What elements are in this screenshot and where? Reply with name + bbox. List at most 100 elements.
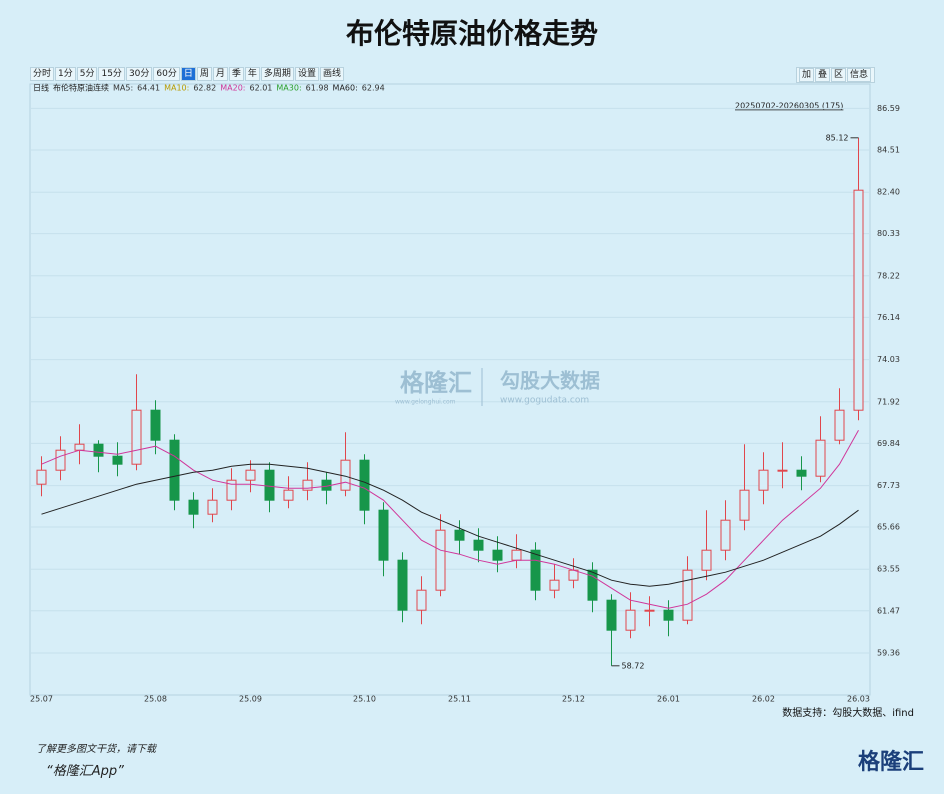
y-tick-label: 69.84 (877, 439, 900, 448)
y-tick-label: 65.66 (877, 523, 900, 532)
y-tick-label: 67.73 (877, 481, 900, 490)
y-tick-label: 80.33 (877, 229, 900, 238)
ma-legend-value: 64.41 (137, 84, 160, 93)
candle-body (625, 609, 636, 631)
toolbar-button[interactable]: 1分 (55, 67, 76, 81)
ma-legend-name: MA30: (276, 84, 301, 93)
candle-body (93, 443, 104, 457)
candle-body (720, 519, 731, 551)
ma-legend-name: MA20: (220, 84, 245, 93)
candle-body (796, 469, 807, 477)
x-tick-label: 25.11 (448, 695, 471, 704)
candle-body (131, 409, 142, 465)
source-note: 数据支持：勾股大数据、ifind (782, 706, 914, 719)
candle-body (682, 569, 693, 621)
toolbar-right: 加叠区信息 (795, 67, 875, 83)
candle-body (473, 539, 484, 551)
toolbar-button[interactable]: 日 (180, 67, 196, 81)
y-tick-label: 82.40 (877, 188, 900, 197)
candle-body (302, 479, 313, 491)
toolbar-button[interactable]: 分时 (30, 67, 55, 81)
candle-body (188, 499, 199, 515)
y-tick-label: 63.55 (877, 565, 900, 574)
logo: 格隆汇 (857, 750, 924, 775)
candle-body (777, 469, 788, 472)
toolbar-button[interactable]: 加 (798, 68, 814, 82)
x-tick-label: 25.09 (239, 695, 262, 704)
candle-body (359, 459, 370, 511)
candle-body (492, 549, 503, 561)
candle-body (587, 569, 598, 601)
ma-legend-value: 62.94 (362, 84, 385, 93)
x-tick-label: 26.02 (752, 695, 775, 704)
candle-body (55, 449, 66, 471)
y-tick-label: 78.22 (877, 271, 900, 280)
toolbar-button[interactable]: 季 (228, 67, 244, 81)
x-tick-label: 25.12 (562, 695, 585, 704)
y-tick-label: 59.36 (877, 649, 900, 658)
ma-legend-name: MA10: (164, 84, 189, 93)
ma-legend-name: MA5: (113, 84, 133, 93)
annotation-label: 58.72 (622, 661, 645, 670)
candle-body (112, 455, 123, 465)
toolbar-button[interactable]: 5分 (76, 67, 98, 81)
candle-body (435, 529, 446, 591)
range-label: 20250702-20260305 (175) (735, 102, 843, 111)
candle-body (245, 469, 256, 481)
ma-line (41, 463, 859, 587)
instrument-name: 布伦特原油连续 (53, 83, 109, 93)
toolbar-button[interactable]: 15分 (98, 67, 125, 81)
toolbar: 分时 1分 5分 15分 30分 60分日周月季年多周期 设置 画线 加叠区信息 (30, 67, 876, 83)
y-tick-label: 74.03 (877, 355, 900, 364)
candle-body (416, 589, 427, 611)
toolbar-button[interactable]: 叠 (814, 68, 830, 82)
candle-body (378, 509, 389, 561)
toolbar-button[interactable]: 60分 (153, 67, 180, 81)
plot-frame (29, 83, 871, 696)
toolbar-button[interactable]: 画线 (319, 67, 344, 81)
candle-body (397, 559, 408, 611)
y-tick-label: 84.51 (877, 146, 900, 155)
y-tick-label: 86.59 (877, 104, 900, 113)
promo-text: 了解更多图文干货，请下载 (36, 744, 156, 755)
x-tick-label: 25.10 (353, 695, 376, 704)
candle-body (74, 443, 85, 451)
annotation-label: 85.12 (826, 133, 849, 142)
title: 布伦特原油价格走势 (345, 17, 598, 50)
toolbar-button[interactable]: 月 (212, 67, 228, 81)
candle-body (454, 529, 465, 541)
candle-body (549, 579, 560, 591)
candle-body (815, 439, 826, 477)
toolbar-button[interactable]: 区 (830, 68, 846, 82)
x-tick-label: 25.07 (30, 695, 53, 704)
candle-body (644, 609, 655, 612)
candle-body (169, 439, 180, 501)
candle-body (36, 469, 47, 485)
watermark: 格隆汇 (400, 369, 472, 397)
app-name: “格隆汇App” (46, 764, 124, 779)
toolbar-button[interactable]: 周 (196, 67, 212, 81)
x-tick-label: 26.03 (847, 695, 870, 704)
candle-body (758, 469, 769, 491)
candle-body (283, 489, 294, 501)
toolbar-button[interactable]: 多周期 (260, 67, 294, 81)
candle-body (701, 549, 712, 571)
watermark: 勾股大数据 (500, 369, 600, 393)
ma-legend-name: MA60: (333, 84, 358, 93)
candle-body (663, 609, 674, 621)
candle-body (853, 189, 864, 411)
watermark: www.gogudata.com (500, 396, 589, 406)
toolbar-button[interactable]: 设置 (294, 67, 319, 81)
toolbar-button[interactable]: 30分 (125, 67, 153, 81)
ma-line (41, 429, 859, 609)
candle-body (834, 409, 845, 441)
candle-body (150, 409, 161, 441)
y-tick-label: 61.47 (877, 606, 900, 615)
toolbar-button[interactable]: 信息 (846, 68, 871, 82)
ma-legend-value: 61.98 (306, 84, 329, 93)
toolbar-button[interactable]: 年 (244, 67, 260, 81)
chart: 日线 布伦特原油连续 MA5: 64.41 MA10: 62.82 MA20: 62.01 MA… (29, 83, 914, 719)
watermark: www.gelonghui.com (395, 399, 456, 406)
candle-body (530, 549, 541, 591)
